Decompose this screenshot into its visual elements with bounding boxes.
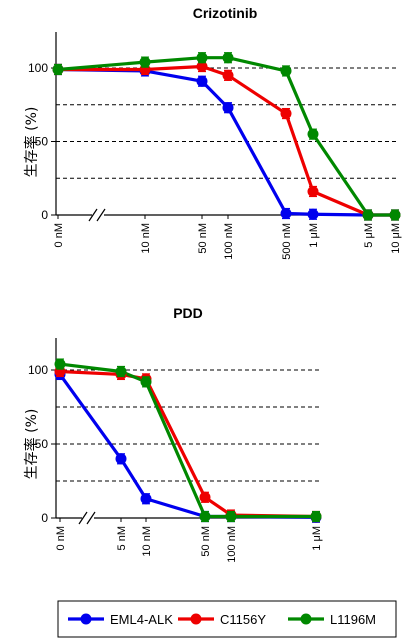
axis-break-mark bbox=[96, 208, 106, 222]
data-point bbox=[196, 75, 208, 87]
y-tick-label: 0 bbox=[41, 208, 48, 222]
legend-marker bbox=[300, 613, 312, 625]
y-axis-label: 生存率 (%) bbox=[23, 107, 40, 178]
axis-break-mark bbox=[78, 511, 88, 525]
data-point bbox=[225, 511, 237, 523]
chart-title: PDD bbox=[173, 305, 203, 321]
x-tick-label: 10 nM bbox=[141, 526, 153, 557]
legend-box bbox=[57, 600, 397, 638]
data-point bbox=[222, 69, 234, 81]
data-point bbox=[54, 358, 66, 370]
data-point bbox=[52, 63, 64, 75]
data-point bbox=[280, 65, 292, 77]
data-point bbox=[115, 453, 127, 465]
y-tick-label: 100 bbox=[28, 363, 48, 377]
chart-pdd: PDD 生存率 (%) 0 50 100 0 nM 5 nM 10 nM 50 nM 100 … bbox=[23, 305, 323, 563]
x-tick-label: 50 nM bbox=[200, 526, 212, 557]
y-tick-label: 100 bbox=[28, 61, 48, 75]
data-point bbox=[115, 365, 127, 377]
data-point bbox=[307, 185, 319, 197]
legend-marker bbox=[190, 613, 202, 625]
x-tick-label: 10 μM bbox=[390, 223, 402, 254]
series-line bbox=[59, 362, 316, 519]
x-tick-label: 100 nM bbox=[223, 223, 235, 260]
x-tick-label: 1 μM bbox=[308, 223, 320, 248]
data-point bbox=[307, 208, 319, 220]
axis-break-mark bbox=[88, 208, 98, 222]
x-tick-label: 50 nM bbox=[197, 223, 209, 254]
series-line bbox=[57, 67, 395, 217]
data-point bbox=[222, 102, 234, 114]
y-tick-label: 50 bbox=[35, 135, 49, 149]
x-tick-label: 10 nM bbox=[140, 223, 152, 254]
legend-label: C1156Y bbox=[220, 612, 266, 627]
chart-crizotinib: Crizotinib 生存率 (%) 0 50 100 0 nM 10 nM 50 nM 1… bbox=[23, 5, 402, 260]
data-point bbox=[362, 209, 374, 221]
data-point bbox=[139, 56, 151, 68]
data-point bbox=[196, 52, 208, 64]
data-point bbox=[307, 128, 319, 140]
data-point bbox=[389, 209, 401, 221]
legend-label: EML4-ALK bbox=[110, 612, 173, 627]
series-line bbox=[58, 373, 317, 519]
x-tick-label: 5 nM bbox=[116, 526, 128, 550]
x-tick-label: 1 μM bbox=[311, 526, 323, 551]
y-tick-label: 0 bbox=[41, 511, 48, 525]
x-tick-label: 100 nM bbox=[226, 526, 238, 563]
legend-label: L1196M bbox=[330, 612, 376, 627]
data-point bbox=[199, 511, 211, 523]
data-point bbox=[222, 52, 234, 64]
chart-title: Crizotinib bbox=[193, 5, 258, 21]
y-axis-label: 生存率 (%) bbox=[23, 409, 40, 480]
data-point bbox=[140, 376, 152, 388]
legend-marker bbox=[80, 613, 92, 625]
x-tick-label: 0 nM bbox=[55, 526, 67, 550]
x-tick-label: 0 nM bbox=[53, 223, 65, 247]
data-point bbox=[310, 511, 322, 523]
series-line bbox=[58, 64, 395, 217]
x-tick-label: 5 μM bbox=[363, 223, 375, 248]
data-point bbox=[280, 208, 292, 220]
series-line bbox=[57, 56, 395, 217]
data-point bbox=[140, 493, 152, 505]
axis-break-mark bbox=[86, 511, 96, 525]
y-tick-label: 50 bbox=[35, 437, 49, 451]
x-tick-label: 500 nM bbox=[281, 223, 293, 260]
data-point bbox=[280, 108, 292, 120]
legend: EML4-ALK C1156Y L1196M bbox=[57, 600, 397, 638]
data-point bbox=[199, 491, 211, 503]
data-point bbox=[196, 61, 208, 73]
